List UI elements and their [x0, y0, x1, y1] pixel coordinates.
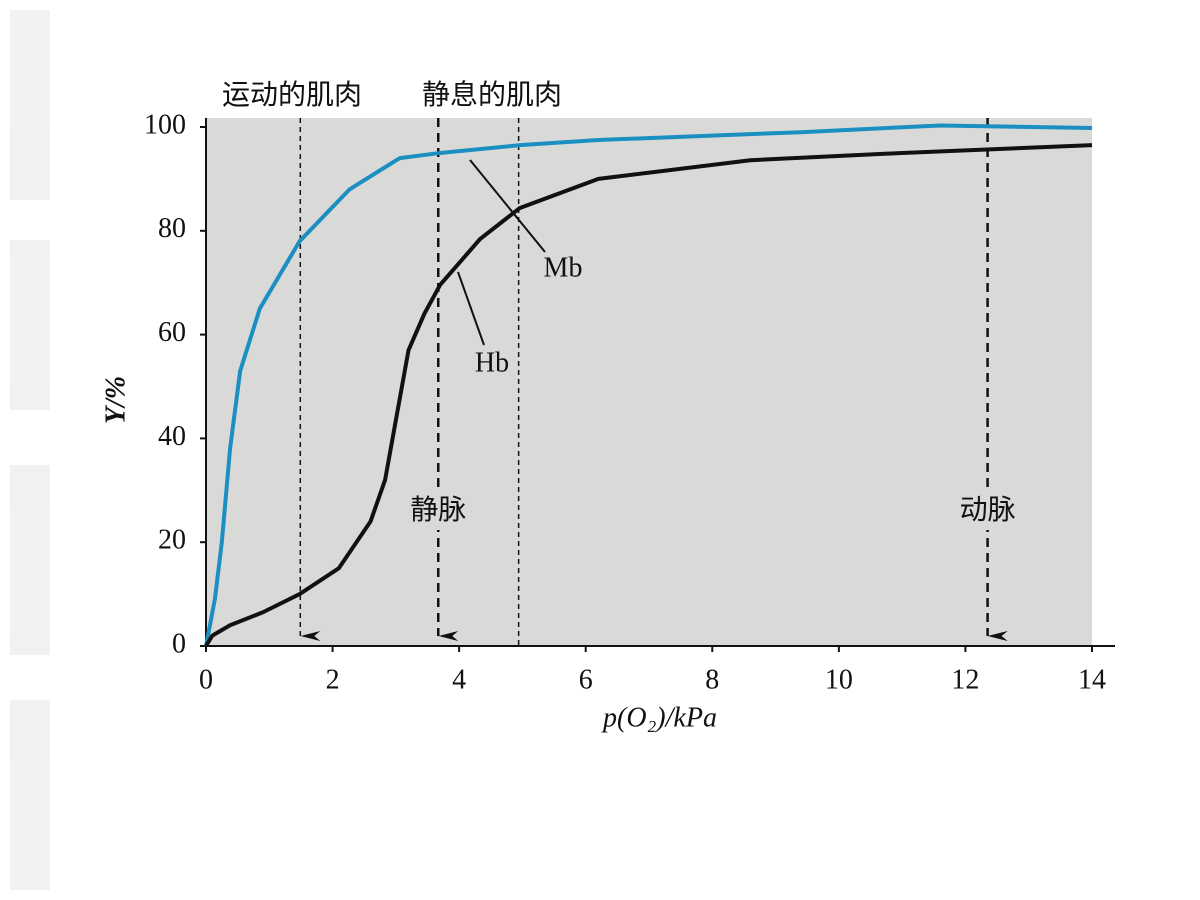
plot-background	[206, 118, 1092, 646]
y-tick-label: 20	[158, 525, 186, 556]
y-axis-label: Y/%	[100, 376, 131, 424]
y-tick-label: 0	[172, 628, 186, 659]
marker-label: 静脉	[410, 493, 466, 526]
y-tick-label: 60	[158, 317, 186, 348]
x-tick-label: 8	[705, 664, 719, 695]
y-tick-label: 100	[144, 109, 186, 140]
leader-line	[469, 159, 546, 253]
x-tick-label: 10	[825, 664, 853, 695]
x-tick-label: 14	[1078, 664, 1106, 695]
marker-label: 动脉	[960, 493, 1016, 526]
leader-line	[457, 271, 485, 346]
x-tick-label: 4	[452, 664, 466, 695]
x-tick-label: 6	[579, 664, 593, 695]
top-label: 运动的肌肉	[222, 78, 362, 111]
x-tick-label: 2	[326, 664, 340, 695]
label-bg	[949, 490, 1026, 530]
series-label: Hb	[475, 347, 509, 378]
label-bg	[400, 490, 477, 530]
x-axis-label: p(O₂)/kPa	[601, 702, 717, 733]
curve	[204, 123, 1093, 647]
x-tick-label: 12	[951, 664, 979, 695]
x-tick-label: 0	[199, 664, 213, 695]
decoration	[10, 10, 50, 890]
series-label: Mb	[544, 252, 583, 283]
y-tick-label: 80	[158, 213, 186, 244]
top-label: 静息的肌肉	[422, 78, 562, 111]
curve	[204, 143, 1093, 648]
y-tick-label: 40	[158, 421, 186, 452]
